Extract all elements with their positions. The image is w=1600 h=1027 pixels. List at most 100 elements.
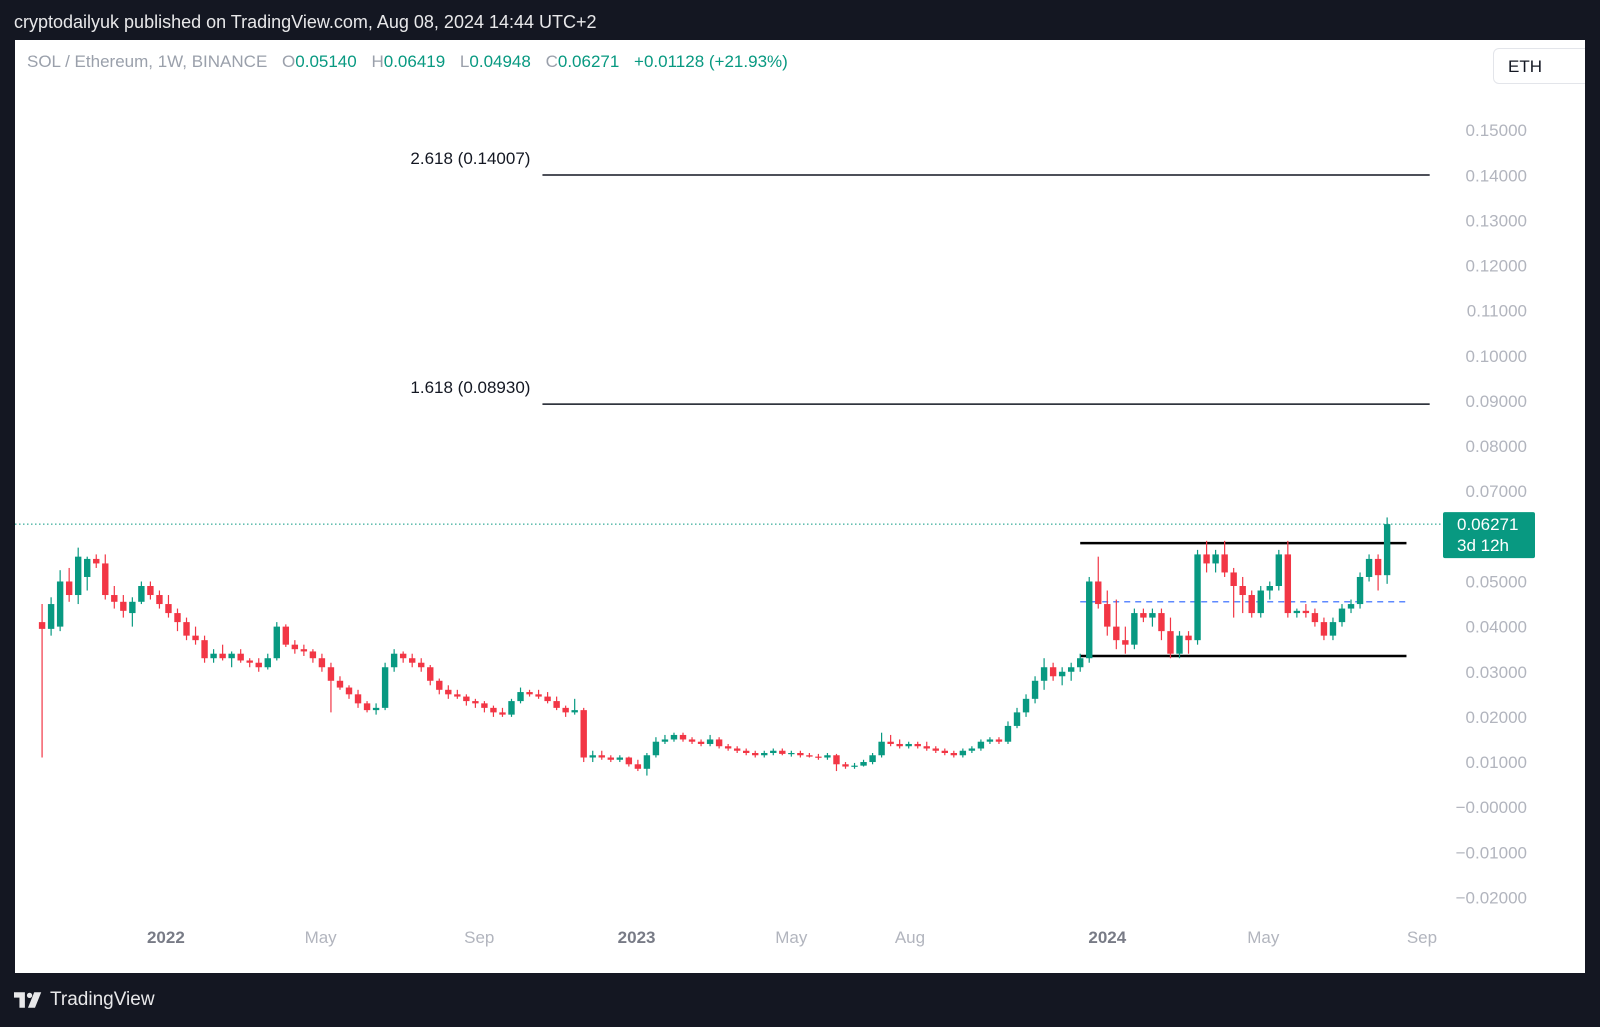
candle-body <box>977 741 985 749</box>
candle-body <box>1293 610 1301 614</box>
candle-body <box>797 753 804 756</box>
candle-body <box>1022 698 1030 713</box>
candle-body <box>706 739 714 744</box>
x-tick-label: May <box>775 928 808 947</box>
candle-body <box>1185 635 1192 641</box>
candle-body <box>246 660 253 663</box>
candle-body <box>1113 626 1120 641</box>
candle-body <box>129 601 136 614</box>
candle-body <box>165 604 172 614</box>
candle-body <box>1122 640 1129 645</box>
open-label: O <box>282 52 296 71</box>
candle-body <box>1031 680 1039 699</box>
candle-body <box>761 753 768 756</box>
y-tick-label: 0.09000 <box>1466 392 1527 411</box>
candle-body <box>1004 725 1012 742</box>
price-tag-countdown: 3d 12h <box>1457 536 1509 555</box>
candle-body <box>1212 554 1219 564</box>
x-tick-label: Sep <box>1407 928 1437 947</box>
candle-body <box>815 756 822 758</box>
candle-body <box>228 653 235 659</box>
candle-body <box>986 739 994 742</box>
candle-body <box>219 653 226 659</box>
candle-body <box>318 658 326 668</box>
price-tag <box>1443 512 1535 559</box>
candle-body <box>652 741 660 756</box>
candle-body <box>327 667 335 681</box>
candle-body <box>1058 671 1066 677</box>
candle-body <box>345 687 353 695</box>
tradingview-logo-icon[interactable] <box>14 992 42 1008</box>
candle-body <box>905 743 912 747</box>
symbol-label[interactable]: SOL / Ethereum, 1W, BINANCE <box>27 52 268 71</box>
candle-body <box>1320 622 1328 636</box>
candle-body <box>752 753 759 756</box>
y-tick-label: 0.02000 <box>1466 708 1527 727</box>
candle-body <box>923 746 930 749</box>
footer: TradingView <box>14 975 155 1025</box>
fib-level-label: 1.618 (0.08930) <box>410 378 530 397</box>
footer-brand[interactable]: TradingView <box>50 989 155 1010</box>
currency-button[interactable]: ETH <box>1493 48 1585 84</box>
candle-body <box>535 694 542 697</box>
candle-body <box>192 635 199 641</box>
candle-body <box>1338 608 1346 623</box>
candle-body <box>580 710 587 758</box>
candle-body <box>102 563 109 596</box>
candle-body <box>616 757 624 760</box>
candle-body <box>833 755 840 765</box>
candle-body <box>1140 613 1147 618</box>
y-tick-label: 0.15000 <box>1466 121 1527 140</box>
candle-body <box>463 696 470 702</box>
candle-body <box>914 743 921 747</box>
candle-body <box>490 707 497 713</box>
fib-level-label: 2.618 (0.14007) <box>410 149 530 168</box>
candle-body <box>408 658 416 663</box>
candle-body <box>1158 613 1165 632</box>
price-tag-value: 0.06271 <box>1457 515 1518 534</box>
y-tick-label: 0.04000 <box>1466 618 1527 637</box>
x-tick-label: 2022 <box>147 928 185 947</box>
candle-body <box>1086 581 1093 659</box>
candle-body <box>1311 613 1319 623</box>
candle-body <box>111 595 118 602</box>
y-tick-label: 0.07000 <box>1466 482 1527 501</box>
candlestick-chart[interactable]: 0.15000 0.14000 0.13000 0.12000 0.11000 0.100… <box>15 40 1585 973</box>
candle-body <box>878 741 885 756</box>
y-tick-label: −0.02000 <box>1456 888 1527 907</box>
candle-body <box>1275 554 1283 586</box>
candle-body <box>1149 613 1156 618</box>
candle-body <box>959 750 967 756</box>
candle-body <box>47 604 55 629</box>
candle-body <box>508 701 515 715</box>
candle-body <box>56 581 64 627</box>
chart-panel[interactable]: 0.15000 0.14000 0.13000 0.12000 0.11000 0.100… <box>15 40 1585 973</box>
candle-body <box>436 680 443 690</box>
candle-body <box>264 658 271 668</box>
candle-body <box>363 703 371 711</box>
y-tick-label: 0.05000 <box>1466 572 1527 591</box>
candle-body <box>418 662 425 668</box>
candle-body <box>1356 576 1364 605</box>
candle-body <box>968 748 976 751</box>
x-tick-label: Sep <box>464 928 494 947</box>
candle-body <box>120 601 127 611</box>
candle-body <box>770 750 777 753</box>
close-label: C <box>545 52 558 71</box>
candle-body <box>1239 586 1246 596</box>
candle-body <box>1248 595 1255 614</box>
y-tick-label: 0.11000 <box>1467 302 1527 321</box>
candle-body <box>1095 581 1102 605</box>
candle-body <box>1013 712 1021 726</box>
publisher-line: cryptodailyuk published on TradingView.c… <box>14 12 597 32</box>
candle-body <box>1347 604 1355 609</box>
candle-body <box>174 613 181 623</box>
y-tick-label: −0.00000 <box>1456 798 1527 817</box>
candle-body <box>336 680 344 688</box>
y-tick-label: 0.14000 <box>1466 166 1527 185</box>
candle-body <box>1077 658 1084 668</box>
candle-body <box>427 667 434 681</box>
candle-body <box>1329 622 1337 636</box>
candle-body <box>1194 554 1201 641</box>
candle-body <box>1374 558 1382 576</box>
